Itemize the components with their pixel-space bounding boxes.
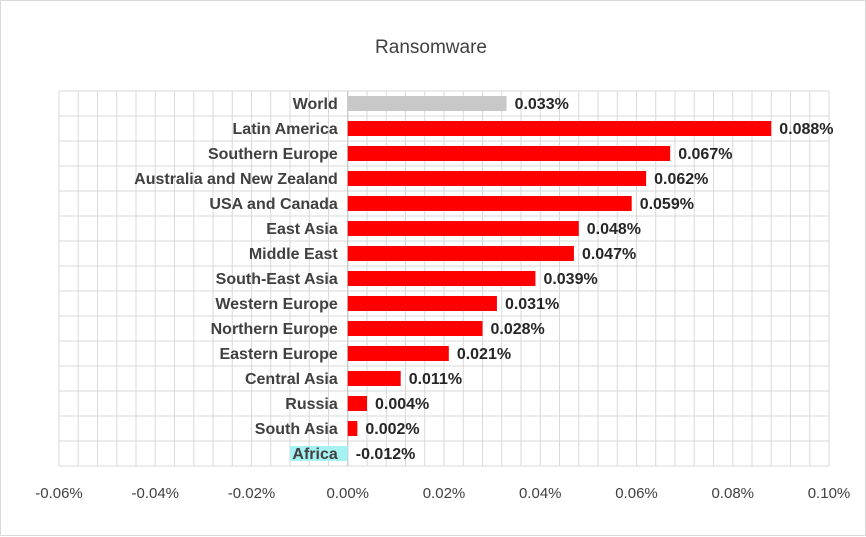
- value-label: 0.039%: [543, 271, 597, 288]
- category-label: Middle East: [249, 246, 339, 263]
- bar: [347, 421, 358, 436]
- value-label: 0.067%: [678, 146, 732, 163]
- category-label: World: [293, 96, 338, 113]
- bar: [347, 246, 574, 261]
- value-label: 0.088%: [779, 121, 833, 138]
- bar: [347, 321, 483, 336]
- x-tick-label: -0.06%: [35, 485, 83, 502]
- x-tick-label: -0.04%: [131, 485, 179, 502]
- bar: [347, 196, 632, 211]
- value-label: 0.048%: [587, 221, 641, 238]
- category-label: South Asia: [255, 421, 338, 438]
- category-label: Australia and New Zealand: [134, 171, 338, 188]
- value-label: 0.004%: [375, 396, 429, 413]
- bar: [347, 96, 507, 111]
- value-label: 0.062%: [654, 171, 708, 188]
- value-label: 0.033%: [515, 96, 569, 113]
- value-label: 0.021%: [457, 346, 511, 363]
- x-axis-ticks: -0.06% -0.04% -0.02% 0.00% 0.02% 0.04% 0.06% 0.…: [35, 485, 850, 502]
- category-label: Latin America: [233, 121, 338, 138]
- category-label: Northern Europe: [211, 321, 338, 338]
- x-tick-label: 0.02%: [423, 485, 466, 502]
- value-label: 0.059%: [640, 196, 694, 213]
- category-label: East Asia: [266, 221, 338, 238]
- grid: [58, 90, 830, 467]
- category-label: Western Europe: [215, 296, 338, 313]
- bars: [290, 96, 772, 461]
- category-label: Eastern Europe: [219, 346, 337, 363]
- category-label: Russia: [285, 396, 338, 413]
- category-label: Central Asia: [245, 371, 338, 388]
- bar: [347, 221, 579, 236]
- bar: [347, 121, 772, 136]
- bar: [347, 271, 536, 286]
- bar: [347, 371, 401, 386]
- bar: [347, 396, 367, 411]
- category-label: South-East Asia: [216, 271, 338, 288]
- category-label: Southern Europe: [208, 146, 338, 163]
- value-label: -0.012%: [356, 446, 416, 463]
- chart-title: Ransomware: [375, 37, 487, 58]
- bar: [347, 346, 449, 361]
- bar: [347, 296, 497, 311]
- value-label: 0.028%: [491, 321, 545, 338]
- category-label: USA and Canada: [209, 196, 337, 213]
- x-tick-label: 0.06%: [615, 485, 658, 502]
- labels: World 0.033% Latin America 0.088% Southern E…: [134, 96, 833, 463]
- x-tick-label: 0.08%: [711, 485, 754, 502]
- value-label: 0.031%: [505, 296, 559, 313]
- x-tick-label: 0.00%: [326, 485, 369, 502]
- value-label: 0.011%: [409, 371, 462, 388]
- value-label: 0.047%: [582, 246, 636, 263]
- bar: [347, 171, 647, 186]
- x-tick-label: -0.02%: [228, 485, 276, 502]
- category-label: Africa: [292, 446, 337, 463]
- x-tick-label: 0.04%: [519, 485, 562, 502]
- bar: [347, 146, 671, 161]
- x-tick-label: 0.10%: [808, 485, 851, 502]
- value-label: 0.002%: [365, 421, 419, 438]
- bar: [290, 446, 348, 461]
